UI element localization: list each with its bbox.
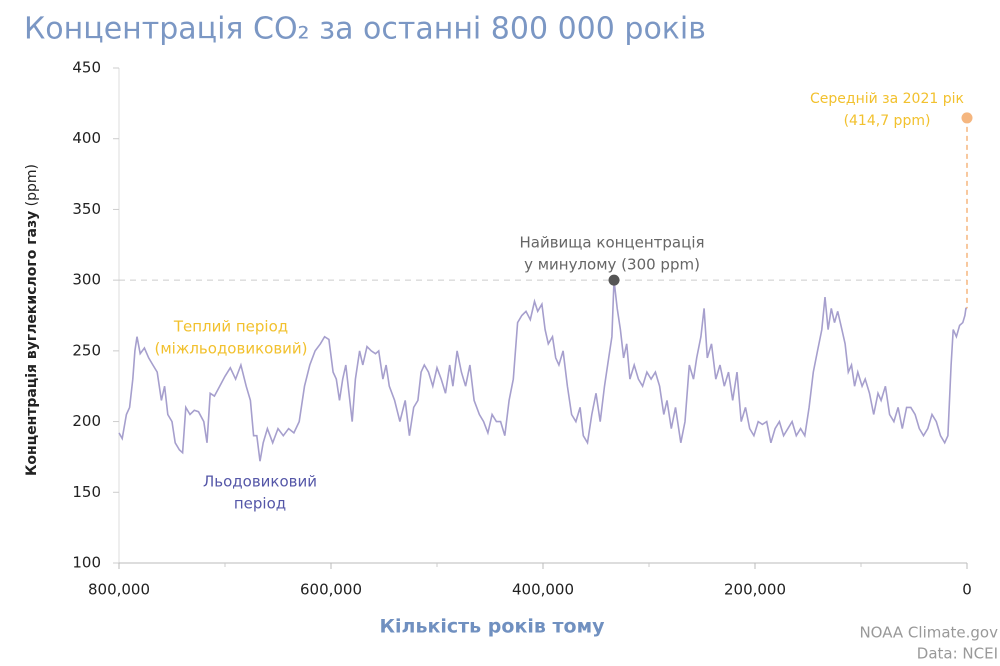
y-axis-label: Концентрація вуглекислого газу (ppm) bbox=[24, 164, 40, 476]
peak-point bbox=[608, 274, 620, 286]
y-axis-label-unit: (ppm) bbox=[24, 164, 40, 206]
peak-label: у минулому (300 ppm) bbox=[524, 256, 700, 274]
peak-label: Найвища концентрація bbox=[519, 234, 704, 252]
co2-line bbox=[118, 280, 967, 462]
warm-label: (міжльодовиковий) bbox=[154, 340, 307, 358]
y-tick-label: 300 bbox=[72, 271, 101, 289]
ice-label: Льодовиковий bbox=[203, 473, 317, 491]
current-point bbox=[961, 112, 973, 124]
current-label: Середній за 2021 рік bbox=[810, 91, 964, 107]
x-tick-label: 0 bbox=[962, 581, 972, 599]
warm-label: Теплий період bbox=[173, 318, 288, 336]
source: Data: NCEI bbox=[917, 645, 998, 663]
y-tick-label: 150 bbox=[72, 483, 101, 501]
x-tick-label: 800,000 bbox=[88, 581, 150, 599]
source: NOAA Climate.gov bbox=[859, 624, 998, 642]
x-axis-label: Кількість років тому bbox=[380, 616, 606, 638]
x-tick-label: 400,000 bbox=[512, 581, 574, 599]
chart-title: Концентрація CO₂ за останні 800 000 рокі… bbox=[24, 12, 706, 47]
y-tick-label: 400 bbox=[72, 129, 101, 147]
y-tick-label: 250 bbox=[72, 341, 101, 359]
x-tick-label: 600,000 bbox=[300, 581, 362, 599]
y-tick-label: 350 bbox=[72, 200, 101, 218]
ice-label: період bbox=[234, 495, 286, 513]
y-axis-label-main: Концентрація вуглекислого газу bbox=[24, 211, 40, 476]
x-tick-label: 200,000 bbox=[724, 581, 786, 599]
y-tick-label: 450 bbox=[72, 59, 101, 77]
y-tick-label: 100 bbox=[72, 554, 101, 572]
current-label: (414,7 ppm) bbox=[844, 113, 931, 129]
y-tick-label: 200 bbox=[72, 412, 101, 430]
